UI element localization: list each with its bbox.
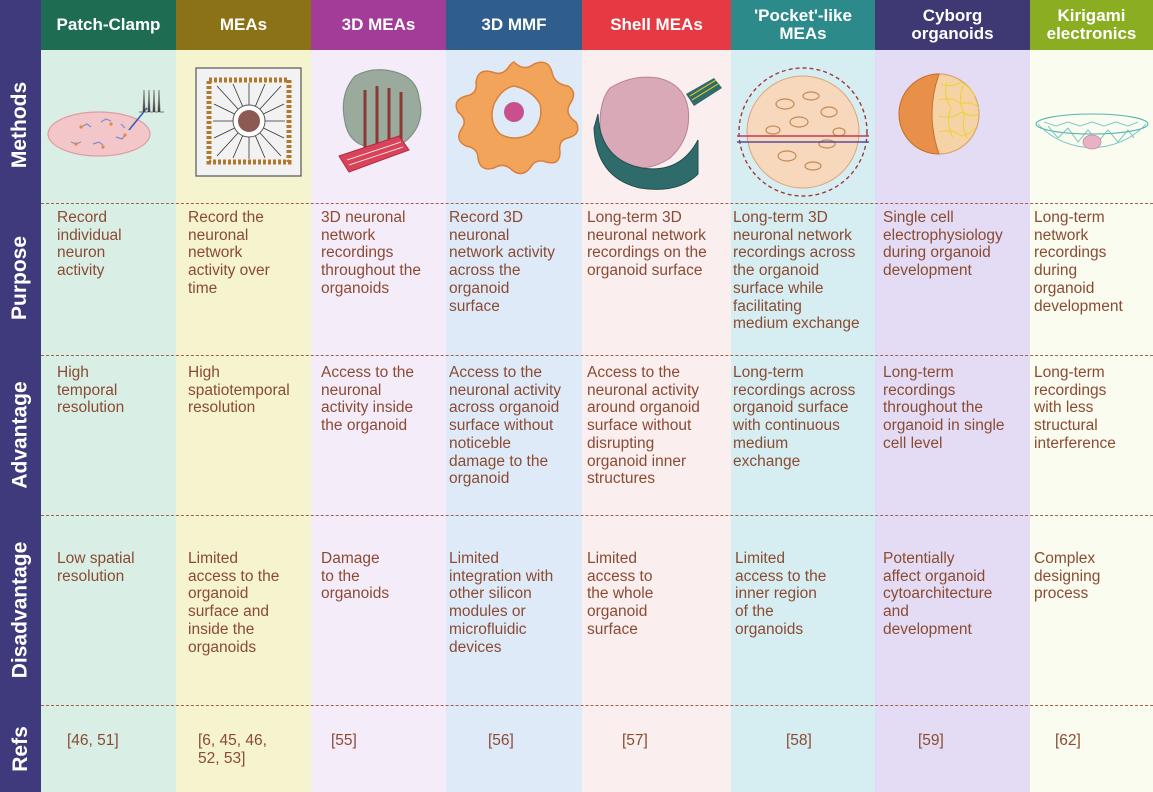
comparison-table: Methods Purpose Advantage Disadvantage R… [0, 0, 1153, 792]
refs-text: [55] [331, 732, 357, 750]
row-divider [41, 203, 1153, 204]
column-shell-meas: Shell MEAs Long-term 3D neuronal network… [582, 0, 731, 792]
refs-text: [59] [918, 732, 944, 750]
patch-clamp-illustration [41, 52, 176, 200]
column-header: Patch-Clamp [41, 0, 176, 50]
disadvantage-text: Limited access to the whole organoid sur… [587, 550, 653, 639]
disadvantage-text: Low spatial resolution [57, 550, 135, 585]
purpose-text: Long-term 3D neuronal network recordings… [587, 209, 707, 280]
row-label-methods: Methods [0, 50, 41, 200]
disadvantage-text: Limited integration with other silicon m… [449, 550, 553, 656]
advantage-text: High temporal resolution [57, 364, 124, 417]
purpose-text: Long-term network recordings during orga… [1034, 209, 1123, 315]
refs-text: [46, 51] [67, 732, 119, 750]
column-meas: MEAs Record the neuronal network activit… [176, 0, 311, 792]
column-header: MEAs [176, 0, 311, 50]
advantage-text: High spatiotemporal resolution [188, 364, 290, 417]
column-kirigami-electronics: Kirigami electronics Long-term network r… [1030, 0, 1153, 792]
3d-mea-illustration [311, 52, 446, 200]
advantage-text: Long-term recordings with less structura… [1034, 364, 1116, 453]
refs-text: [62] [1055, 732, 1081, 750]
refs-text: [6, 45, 46, 52, 53] [198, 732, 267, 767]
column-header: Shell MEAs [582, 0, 731, 50]
row-divider [41, 705, 1153, 706]
advantage-text: Long-term recordings throughout the orga… [883, 364, 1005, 453]
refs-text: [57] [622, 732, 648, 750]
refs-text: [56] [488, 732, 514, 750]
row-label-refs: Refs [0, 705, 41, 792]
column-header: 3D MMF [446, 0, 582, 50]
cyborg-organoid-illustration [875, 52, 1030, 200]
disadvantage-text: Complex designing process [1034, 550, 1100, 603]
shell-mea-illustration [582, 52, 731, 200]
column-header: Cyborg organoids [875, 0, 1030, 50]
refs-text: [58] [786, 732, 812, 750]
column-pocket-like-meas: 'Pocket'-like MEAs Long-term 3D neuronal… [731, 0, 875, 792]
kirigami-illustration [1030, 52, 1153, 200]
purpose-text: Record individual neuron activity [57, 209, 122, 280]
row-label-disadvantage: Disadvantage [0, 515, 41, 705]
purpose-text: 3D neuronal network recordings throughou… [321, 209, 421, 298]
disadvantage-text: Limited access to the organoid surface a… [188, 550, 279, 656]
advantage-text: Access to the neuronal activity inside t… [321, 364, 414, 435]
purpose-text: Record the neuronal network activity ove… [188, 209, 270, 298]
column-header: 'Pocket'-like MEAs [731, 0, 875, 50]
disadvantage-text: Damage to the organoids [321, 550, 389, 603]
column-3d-mmf: 3D MMF Record 3D neuronal network activi… [446, 0, 582, 792]
column-3d-meas: 3D MEAs 3D neuronal network recordings t… [311, 0, 446, 792]
column-cyborg-organoids: Cyborg organoids Single cell electrophys… [875, 0, 1030, 792]
row-label-bar: Methods Purpose Advantage Disadvantage R… [0, 0, 41, 792]
pocket-mea-illustration [731, 52, 875, 200]
row-divider [41, 515, 1153, 516]
advantage-text: Access to the neuronal activity across o… [449, 364, 561, 488]
3d-mmf-illustration [446, 52, 582, 200]
column-header: 3D MEAs [311, 0, 446, 50]
advantage-text: Access to the neuronal activity around o… [587, 364, 700, 488]
row-divider [41, 355, 1153, 356]
disadvantage-text: Potentially affect organoid cytoarchitec… [883, 550, 992, 639]
purpose-text: Record 3D neuronal network activity acro… [449, 209, 555, 315]
purpose-text: Long-term 3D neuronal network recordings… [733, 209, 860, 333]
disadvantage-text: Limited access to the inner region of th… [735, 550, 826, 639]
column-header: Kirigami electronics [1030, 0, 1153, 50]
row-label-purpose: Purpose [0, 200, 41, 355]
advantage-text: Long-term recordings across organoid sur… [733, 364, 855, 470]
column-patch-clamp: Patch-Clamp Record individual neuron act… [41, 0, 176, 792]
row-label-advantage: Advantage [0, 355, 41, 515]
mea-chip-illustration [176, 52, 311, 200]
purpose-text: Single cell electrophysiology during org… [883, 209, 1003, 280]
